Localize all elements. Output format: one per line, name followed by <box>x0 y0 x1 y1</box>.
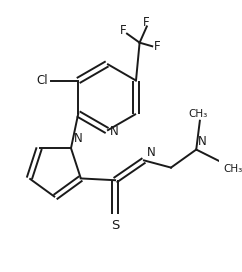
Text: CH₃: CH₃ <box>223 164 242 174</box>
Text: CH₃: CH₃ <box>189 109 208 119</box>
Text: F: F <box>120 24 127 36</box>
Text: Cl: Cl <box>37 74 48 87</box>
Text: N: N <box>74 132 83 146</box>
Text: N: N <box>147 146 155 159</box>
Text: F: F <box>154 40 161 53</box>
Text: N: N <box>110 125 119 138</box>
Text: F: F <box>143 16 150 29</box>
Text: S: S <box>111 219 119 232</box>
Text: N: N <box>198 135 207 148</box>
